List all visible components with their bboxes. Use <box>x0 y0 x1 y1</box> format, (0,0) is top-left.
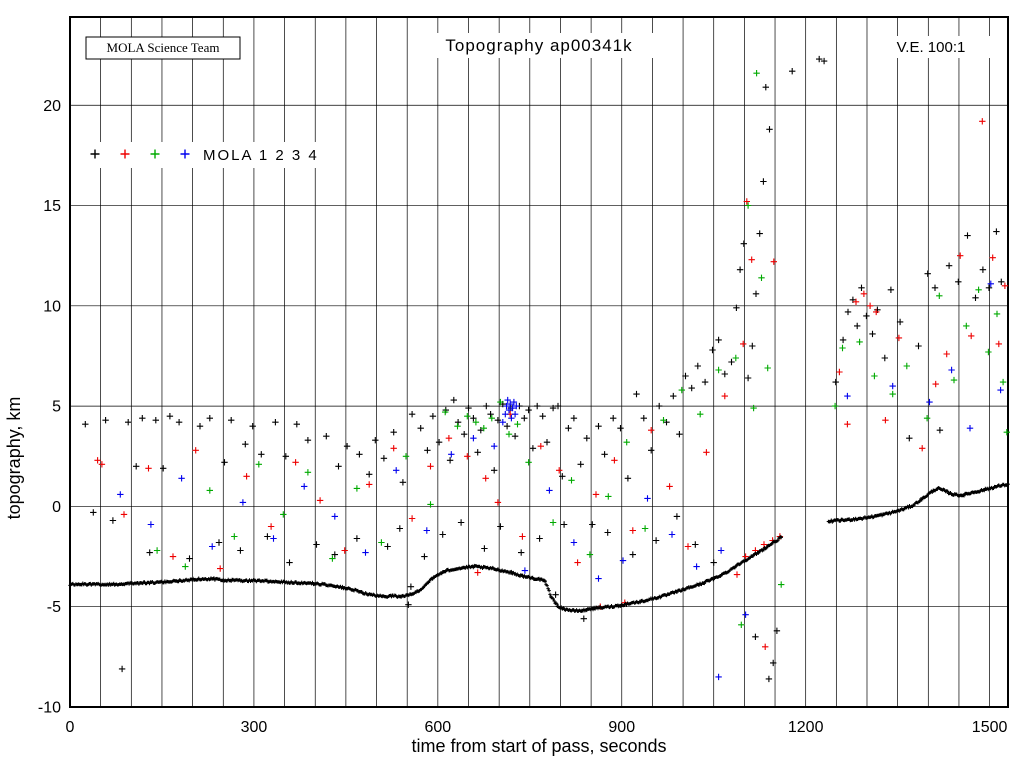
legend-marker-3 <box>150 149 160 159</box>
scatter-data-layer <box>68 55 1010 683</box>
x-tick-label: 0 <box>66 719 75 736</box>
legend-markers <box>90 149 190 159</box>
y-tick-label: 20 <box>43 98 61 115</box>
x-axis-title: time from start of pass, seconds <box>411 736 666 756</box>
y-axis-title: topography, km <box>4 397 24 520</box>
credit-text: MOLA Science Team <box>107 40 220 55</box>
chart-title: Topography ap00341k <box>445 36 632 55</box>
legend-marker-2 <box>120 149 130 159</box>
x-tick-label: 1200 <box>788 719 824 736</box>
legend-marker-4 <box>180 149 190 159</box>
scatter-series-mola-3 <box>153 70 1010 628</box>
title-backing <box>414 33 666 58</box>
scatter-series-mola-1 <box>82 55 1005 683</box>
grid-layer: 0 300 600 900 1200 1500 -10 -5 0 5 10 15 20 <box>38 16 1009 736</box>
x-tick-label: 900 <box>608 719 635 736</box>
y-tick-label: -5 <box>47 599 61 616</box>
vertical-exaggeration-label: V.E. 100:1 <box>897 39 966 56</box>
ve-backing <box>872 36 990 58</box>
y-tick-label: 15 <box>43 198 61 215</box>
legend-marker-1 <box>90 149 100 159</box>
ground-profile-track <box>68 535 783 613</box>
scatter-series-mola-4 <box>117 280 1004 681</box>
x-tick-label: 300 <box>241 719 268 736</box>
y-tick-label: 5 <box>52 399 61 416</box>
x-tick-label: 1500 <box>972 719 1008 736</box>
scatter-series-mola-2 <box>94 118 1009 650</box>
y-tick-label: -10 <box>38 700 61 717</box>
legend-backing <box>80 142 330 168</box>
ground-profile-track <box>826 482 1010 524</box>
y-tick-label: 10 <box>43 298 61 315</box>
x-tick-label: 600 <box>424 719 451 736</box>
legend-label: MOLA 1 2 3 4 <box>203 147 319 164</box>
credit-box <box>85 36 241 60</box>
plot-frame <box>69 16 1009 708</box>
y-tick-label: 0 <box>52 499 61 516</box>
